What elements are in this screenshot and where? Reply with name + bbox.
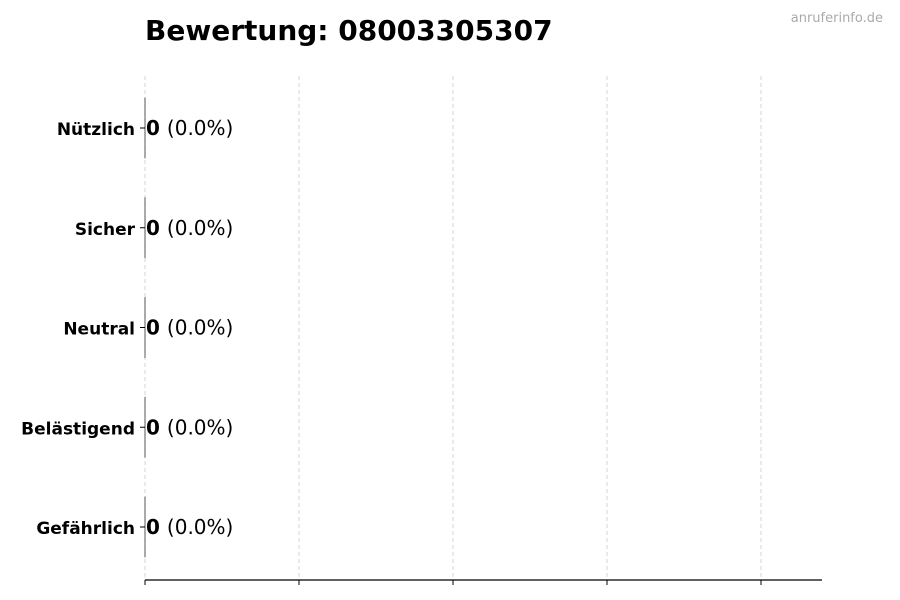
value-count: 0 [146,415,160,439]
value-label: 0 (0.0%) [146,116,233,140]
value-count: 0 [146,216,160,240]
category-label: Belästigend [21,419,135,439]
value-count: 0 [146,116,160,140]
category-label: Gefährlich [36,519,135,539]
category-label: Sicher [75,220,136,240]
category-label: Nützlich [57,120,135,140]
value-count: 0 [146,316,160,340]
value-label: 0 (0.0%) [146,316,233,340]
category-label: Neutral [63,320,135,340]
value-percent: (0.0%) [167,316,233,340]
value-count: 0 [146,515,160,539]
watermark: anruferinfo.de [791,11,883,26]
value-label: 0 (0.0%) [146,515,233,539]
value-label: 0 (0.0%) [146,216,233,240]
value-percent: (0.0%) [167,116,233,140]
value-percent: (0.0%) [167,515,233,539]
value-percent: (0.0%) [167,216,233,240]
value-label: 0 (0.0%) [146,415,233,439]
value-percent: (0.0%) [167,415,233,439]
chart-title: Bewertung: 08003305307 [145,14,553,47]
